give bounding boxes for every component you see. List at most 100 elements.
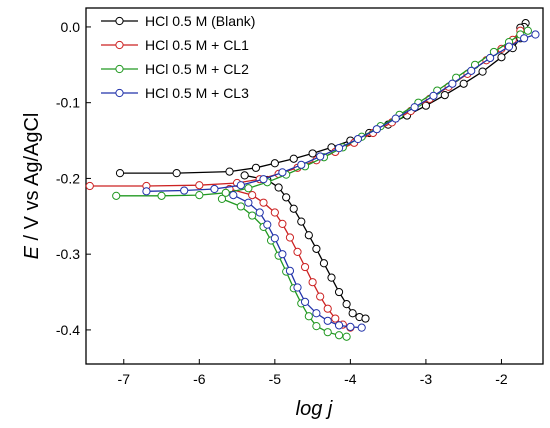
data-point [278,168,287,177]
legend-swatch-marker [115,16,124,26]
data-point [274,183,283,192]
data-point [421,101,431,110]
x-tick-label: -3 [420,371,433,387]
x-tick-label: -2 [495,371,508,387]
legend-label: HCl 0.5 M + CL1 [145,37,249,53]
series-line-cathodic [244,174,366,320]
data-point [225,167,234,176]
data-point [172,169,181,178]
legend-item: HCl 0.5 M (Blank) [101,13,255,29]
data-point [229,190,238,200]
y-tick-label: -0.2 [56,170,80,186]
data-point [361,314,370,323]
data-point [142,187,151,196]
legend-item: HCl 0.5 M + CL2 [101,61,249,77]
data-point [300,297,310,306]
data-point [410,103,419,112]
data-point [312,309,321,318]
data-point [448,79,457,88]
data-point [195,181,204,190]
data-point [210,184,219,194]
x-tick-label: -4 [344,371,357,387]
data-point [312,322,321,331]
data-point [300,262,310,272]
data-point [115,169,125,178]
data-point [372,125,381,134]
data-point [236,181,245,190]
data-point [323,316,332,325]
data-point [251,163,261,172]
data-point [316,152,325,161]
y-tick-label: -0.4 [56,322,80,338]
data-point [248,190,257,200]
data-point [348,309,357,318]
legend-item: HCl 0.5 M + CL3 [101,85,249,101]
data-point [85,181,94,191]
x-axis: -7 -6 -5 -4 -3 -2 [118,359,508,387]
x-tick-label: -5 [269,371,282,387]
data-point [278,250,287,259]
data-point [323,304,332,313]
data-point [327,273,336,282]
data-point [259,198,268,207]
data-point [244,184,253,193]
data-point [308,278,317,287]
data-point [195,190,204,200]
data-point [240,171,249,180]
data-point [334,144,344,153]
data-point [248,211,257,220]
data-point [297,217,306,226]
legend-swatch-marker [115,88,124,98]
data-point [342,332,351,341]
data-point [304,231,313,240]
x-tick-label: -6 [193,371,206,387]
legend-label: HCl 0.5 M (Blank) [145,13,255,29]
data-point [278,219,287,228]
data-point [459,79,468,88]
data-point [319,259,329,268]
data-point [429,91,438,100]
data-point [297,160,306,169]
x-axis-title: log j [296,398,333,420]
data-point [353,134,363,144]
y-tick-label: -0.3 [56,246,80,262]
series-group [142,30,540,332]
data-point [180,186,189,195]
x-tick-label: -7 [118,371,131,387]
legend-swatch-marker [115,40,124,50]
legend-swatch-marker [115,64,124,74]
data-point [520,34,529,43]
data-point [285,266,295,275]
data-point [440,91,449,100]
y-axis-title-unit: / V vs Ag/AgCl [21,113,43,246]
data-point [285,233,295,242]
y-axis: 0.0 -0.1 -0.2 -0.3 -0.4 [56,19,91,338]
data-point [312,244,321,253]
data-point [346,322,355,331]
legend: HCl 0.5 M (Blank) HCl 0.5 M + CL1 HCl 0.5 … [101,13,255,101]
data-point [391,114,400,123]
data-point [293,283,302,292]
data-point [504,42,514,51]
series-line-cathodic [221,198,347,338]
data-point [244,198,253,207]
data-point [270,159,279,168]
data-point [334,321,344,330]
data-point [308,149,317,158]
data-point [486,53,495,63]
data-point [263,220,272,229]
legend-item: HCl 0.5 M + CL1 [101,37,249,53]
legend-label: HCl 0.5 M + CL2 [145,61,249,77]
data-point [467,66,476,75]
data-point [357,323,366,332]
data-point [293,247,302,256]
data-point [236,202,245,211]
data-point [342,300,351,309]
data-point [270,234,279,243]
data-point [282,193,291,202]
data-point [478,67,487,76]
y-tick-label: -0.1 [56,95,80,111]
y-tick-label: 0.0 [61,19,81,35]
data-point [523,26,532,35]
